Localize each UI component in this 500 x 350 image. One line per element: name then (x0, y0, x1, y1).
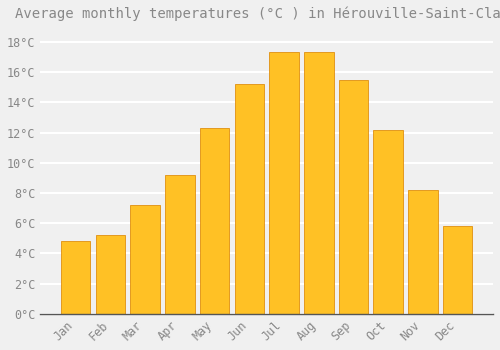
Bar (96, 235, 125, 314)
Bar (165, 175, 194, 314)
Bar (200, 128, 230, 314)
Bar (270, 52, 299, 314)
Bar (374, 130, 403, 314)
Bar (339, 80, 368, 314)
Title: Average monthly temperatures (°C ) in Hérouville-Saint-Clair: Average monthly temperatures (°C ) in Hé… (16, 7, 500, 21)
Bar (408, 190, 438, 314)
Bar (443, 226, 472, 314)
Bar (234, 84, 264, 314)
Bar (304, 52, 334, 314)
Bar (130, 205, 160, 314)
Bar (61, 241, 90, 314)
